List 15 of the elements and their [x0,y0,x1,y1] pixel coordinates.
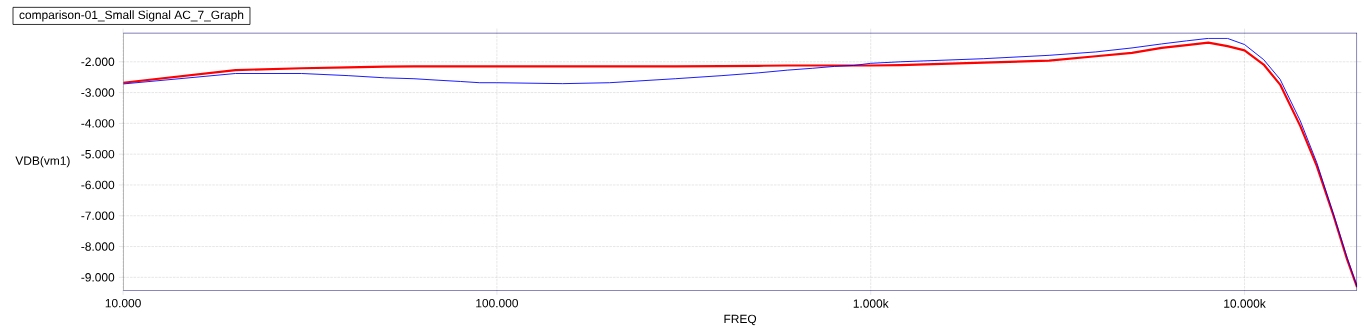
y-tick-label: -7.000 [81,211,115,220]
y-tick-label: -3.000 [81,88,115,97]
chart-title: comparison-01_Small Signal AC_7_Graph [19,10,244,22]
y-tick-label: -6.000 [81,180,115,190]
y-tick-label: -2.000 [81,57,115,66]
y-axis-title: VDB(vm1) [15,155,70,168]
y-tick-label: -9.000 [81,272,115,282]
y-tick-label: -4.000 [81,118,115,128]
x-tick-label: 10.000 [105,298,141,308]
x-tick-label: 10.000k [1224,298,1266,308]
y-tick-label: -5.000 [81,149,115,159]
x-tick-label: 1.000k [853,298,889,308]
x-axis-title: FREQ [724,314,757,326]
x-tick-label: 100.000 [476,298,519,308]
y-tick-label: -8.000 [81,242,115,251]
